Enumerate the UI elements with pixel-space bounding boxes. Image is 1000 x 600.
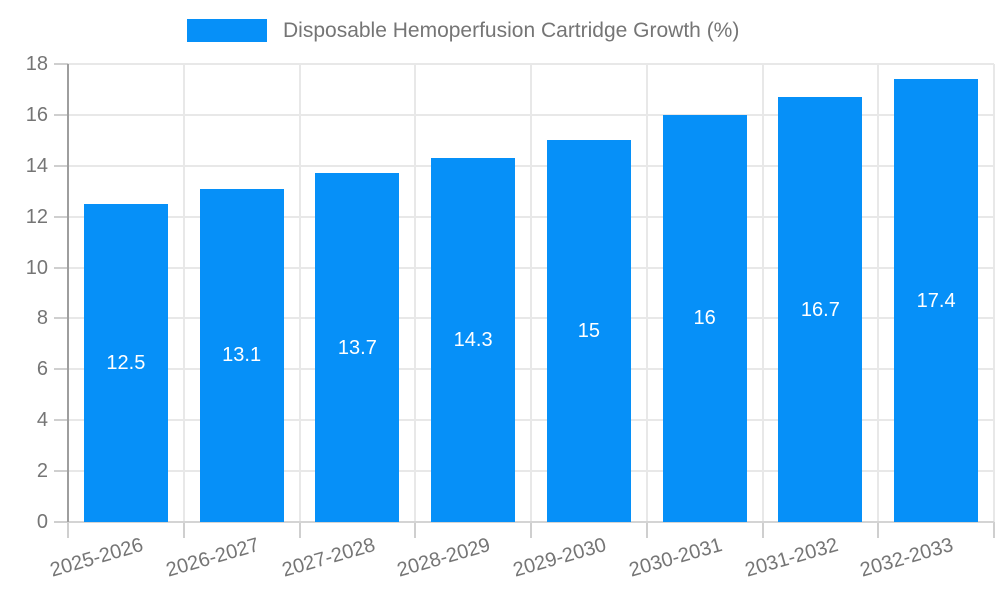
legend-label: Disposable Hemoperfusion Cartridge Growt… bbox=[283, 18, 740, 42]
bar-value-label: 14.3 bbox=[453, 329, 493, 352]
x-tick-mark bbox=[182, 522, 185, 538]
gridline-vertical bbox=[530, 64, 532, 522]
legend-swatch-icon bbox=[187, 19, 267, 42]
bar: 12.5 bbox=[83, 203, 168, 522]
x-tick-mark bbox=[67, 522, 69, 538]
x-tick-mark bbox=[414, 522, 417, 538]
bar-value-label: 13.1 bbox=[222, 344, 262, 367]
y-tick-mark bbox=[54, 215, 68, 218]
legend: Disposable Hemoperfusion Cartridge Growt… bbox=[187, 19, 739, 42]
y-tick-mark bbox=[54, 63, 68, 65]
x-tick-label: 2026-2027 bbox=[163, 534, 262, 582]
bar: 17.4 bbox=[894, 79, 979, 522]
bar: 16 bbox=[662, 114, 747, 522]
bar-value-label: 17.4 bbox=[916, 289, 956, 312]
x-tick-label: 2030-2031 bbox=[626, 534, 725, 582]
gridline-vertical bbox=[298, 64, 301, 522]
x-tick-label: 2025-2026 bbox=[47, 534, 146, 582]
y-tick-mark bbox=[54, 470, 68, 473]
y-tick-label: 8 bbox=[36, 307, 48, 330]
y-tick-mark bbox=[54, 164, 68, 167]
y-tick-label: 2 bbox=[36, 460, 48, 483]
x-tick-mark bbox=[993, 522, 995, 538]
x-tick-mark bbox=[530, 522, 532, 538]
x-tick-mark bbox=[761, 522, 764, 538]
y-tick-label: 0 bbox=[36, 511, 48, 533]
gridline-vertical bbox=[761, 64, 764, 522]
bar: 14.3 bbox=[431, 158, 516, 522]
y-tick-mark bbox=[54, 368, 68, 371]
bar-value-label: 13.7 bbox=[337, 336, 377, 359]
y-tick-mark bbox=[54, 419, 68, 422]
gridline-vertical bbox=[993, 64, 995, 522]
bar-value-label: 15 bbox=[577, 320, 600, 343]
bar: 13.7 bbox=[315, 173, 400, 522]
x-tick-label: 2028-2029 bbox=[395, 534, 494, 582]
y-tick-label: 18 bbox=[25, 53, 48, 75]
bar: 13.1 bbox=[199, 188, 284, 522]
x-tick-label: 2029-2030 bbox=[510, 534, 609, 582]
x-tick-label: 2031-2032 bbox=[742, 534, 841, 582]
gridline-vertical bbox=[414, 64, 417, 522]
y-tick-label: 16 bbox=[25, 103, 48, 126]
y-tick-label: 14 bbox=[25, 154, 48, 177]
y-tick-mark bbox=[54, 266, 68, 269]
x-tick-mark bbox=[298, 522, 301, 538]
y-tick-mark bbox=[54, 521, 68, 523]
x-tick-label: 2027-2028 bbox=[279, 534, 378, 582]
y-tick-mark bbox=[54, 113, 68, 116]
gridline-vertical bbox=[645, 64, 648, 522]
y-axis-line bbox=[67, 64, 69, 522]
bar: 15 bbox=[546, 140, 631, 522]
bar: 16.7 bbox=[778, 97, 863, 522]
y-tick-label: 12 bbox=[25, 205, 48, 228]
y-tick-label: 6 bbox=[36, 358, 48, 381]
bar-value-label: 16.7 bbox=[800, 298, 840, 321]
x-tick-mark bbox=[877, 522, 880, 538]
y-tick-label: 10 bbox=[25, 256, 48, 279]
x-tick-mark bbox=[645, 522, 648, 538]
x-axis-line bbox=[68, 521, 994, 523]
bar-value-label: 16 bbox=[693, 307, 716, 330]
gridline-vertical bbox=[182, 64, 185, 522]
x-tick-label: 2032-2033 bbox=[858, 534, 957, 582]
y-tick-mark bbox=[54, 317, 68, 320]
bar-value-label: 12.5 bbox=[106, 351, 146, 374]
gridline-vertical bbox=[877, 64, 880, 522]
y-tick-label: 4 bbox=[36, 409, 48, 432]
